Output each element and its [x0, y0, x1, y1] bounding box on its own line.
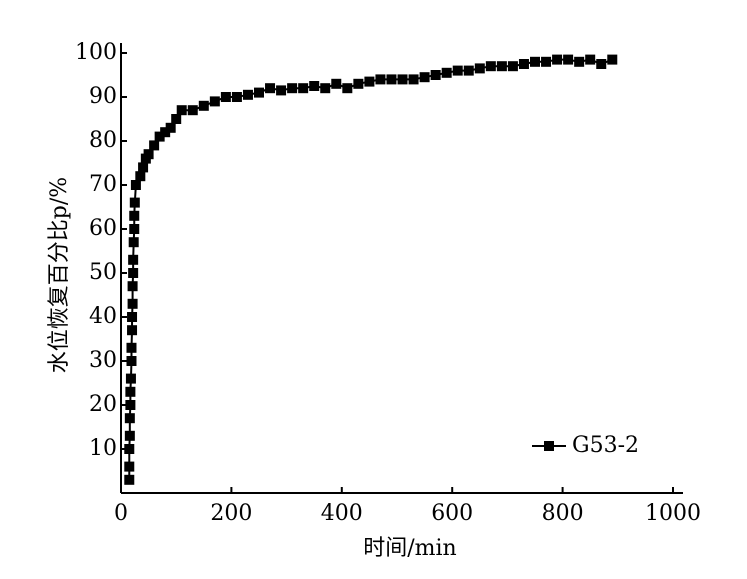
- y-tick-label: 40: [89, 304, 117, 329]
- y-tick-label: 100: [75, 40, 117, 65]
- marker: [135, 171, 146, 182]
- marker: [397, 74, 408, 85]
- marker: [320, 83, 331, 94]
- marker: [474, 63, 485, 74]
- marker: [126, 342, 137, 353]
- marker: [419, 72, 430, 83]
- marker: [130, 180, 141, 190]
- marker: [375, 74, 386, 85]
- marker: [125, 373, 136, 384]
- marker: [563, 54, 574, 65]
- y-tick-label: 20: [89, 392, 117, 417]
- marker: [128, 254, 139, 265]
- marker: [287, 83, 298, 94]
- marker: [124, 444, 135, 454]
- marker: [541, 56, 552, 67]
- marker: [125, 386, 136, 397]
- marker: [231, 92, 242, 102]
- marker: [342, 83, 353, 94]
- marker: [127, 281, 138, 292]
- marker: [331, 78, 342, 89]
- marker: [124, 461, 135, 472]
- x-tick-label: 0: [114, 501, 128, 526]
- marker: [143, 149, 154, 160]
- marker: [408, 74, 419, 85]
- marker: [530, 56, 540, 67]
- marker: [298, 83, 309, 94]
- marker: [496, 61, 507, 72]
- marker: [242, 89, 253, 100]
- x-tick-label: 600: [431, 501, 473, 526]
- marker: [220, 92, 231, 102]
- y-tick-label: 70: [89, 172, 117, 197]
- marker: [353, 78, 364, 89]
- marker: [364, 76, 375, 87]
- marker: [129, 210, 140, 221]
- x-tick-label: 800: [542, 501, 584, 526]
- series-line: [128, 58, 613, 480]
- marker: [441, 67, 452, 78]
- marker: [265, 83, 276, 94]
- marker: [165, 122, 176, 133]
- marker: [154, 131, 165, 142]
- marker: [127, 312, 138, 322]
- marker: [128, 268, 139, 278]
- y-tick-label: 60: [89, 216, 117, 241]
- marker: [171, 114, 182, 124]
- x-tick-label: 200: [210, 501, 252, 526]
- marker: [596, 59, 607, 69]
- y-tick-label: 80: [89, 128, 117, 153]
- marker: [198, 100, 209, 111]
- marker: [127, 325, 138, 336]
- marker: [607, 54, 618, 65]
- marker: [125, 400, 136, 410]
- marker: [187, 105, 198, 116]
- marker: [124, 413, 135, 424]
- marker: [485, 61, 496, 72]
- marker: [149, 140, 160, 151]
- marker: [386, 74, 397, 85]
- marker: [430, 70, 441, 80]
- marker: [126, 356, 137, 366]
- marker: [128, 237, 139, 248]
- legend-label: G53-2: [572, 433, 639, 458]
- marker: [452, 65, 463, 76]
- y-tick-label: 50: [89, 260, 117, 285]
- marker: [574, 56, 585, 67]
- marker: [124, 430, 135, 441]
- legend-marker: [544, 441, 554, 451]
- marker: [552, 54, 563, 65]
- y-tick-label: 90: [89, 84, 117, 109]
- marker: [309, 81, 320, 91]
- marker: [160, 127, 171, 138]
- marker: [138, 162, 149, 173]
- marker: [129, 224, 140, 234]
- marker: [209, 96, 220, 107]
- marker: [507, 61, 518, 72]
- y-tick-label: 10: [89, 436, 117, 461]
- x-tick-label: 400: [321, 501, 363, 526]
- marker: [463, 65, 474, 76]
- x-tick-label: 1000: [645, 501, 701, 526]
- y-tick-label: 30: [89, 348, 117, 373]
- marker: [176, 105, 187, 116]
- marker: [124, 474, 135, 485]
- y-axis-label: 水位恢复百分比p/%: [47, 177, 72, 373]
- x-axis-label: 时间/min: [363, 536, 456, 561]
- marker: [585, 54, 596, 65]
- marker: [276, 85, 287, 96]
- marker: [129, 197, 140, 208]
- marker: [127, 298, 138, 309]
- marker: [254, 87, 264, 98]
- marker: [518, 59, 529, 69]
